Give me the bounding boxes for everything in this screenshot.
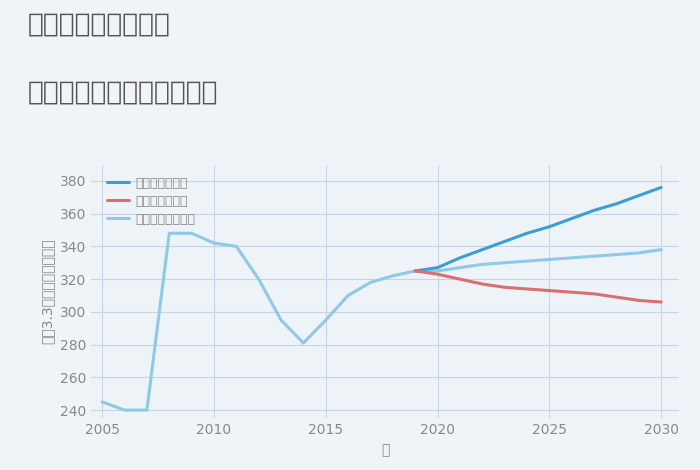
ノーマルシナリオ (210, 240, 218, 246)
X-axis label: 年: 年 (381, 443, 389, 457)
ノーマルシナリオ (657, 247, 665, 252)
Line: バッドシナリオ: バッドシナリオ (415, 271, 661, 302)
ノーマルシナリオ (411, 268, 419, 274)
Y-axis label: 坪（3.3㎡）単価（万円）: 坪（3.3㎡）単価（万円） (40, 239, 54, 344)
ノーマルシナリオ (478, 262, 486, 267)
バッドシナリオ (657, 299, 665, 305)
ノーマルシナリオ (143, 407, 151, 413)
ノーマルシナリオ (433, 268, 442, 274)
ノーマルシナリオ (321, 317, 330, 323)
バッドシナリオ (545, 288, 554, 293)
バッドシナリオ (478, 281, 486, 287)
ノーマルシナリオ (188, 230, 196, 236)
ノーマルシナリオ (568, 255, 576, 261)
グッドシナリオ (635, 193, 643, 198)
グッドシナリオ (478, 247, 486, 252)
バッドシナリオ (635, 298, 643, 303)
ノーマルシナリオ (276, 317, 285, 323)
Line: グッドシナリオ: グッドシナリオ (415, 188, 661, 271)
グッドシナリオ (433, 265, 442, 270)
ノーマルシナリオ (545, 257, 554, 262)
ノーマルシナリオ (98, 399, 106, 405)
グッドシナリオ (568, 216, 576, 221)
グッドシナリオ (411, 268, 419, 274)
ノーマルシナリオ (612, 252, 621, 258)
グッドシナリオ (545, 224, 554, 229)
ノーマルシナリオ (590, 253, 598, 259)
Text: 中古マンションの価格推移: 中古マンションの価格推移 (28, 80, 218, 106)
ノーマルシナリオ (635, 250, 643, 256)
ノーマルシナリオ (299, 340, 307, 346)
バッドシナリオ (590, 291, 598, 297)
ノーマルシナリオ (165, 230, 174, 236)
ノーマルシナリオ (232, 243, 241, 249)
ノーマルシナリオ (389, 273, 397, 279)
バッドシナリオ (568, 290, 576, 295)
バッドシナリオ (433, 271, 442, 277)
ノーマルシナリオ (120, 407, 129, 413)
グッドシナリオ (523, 230, 531, 236)
ノーマルシナリオ (456, 265, 464, 270)
Legend: グッドシナリオ, バッドシナリオ, ノーマルシナリオ: グッドシナリオ, バッドシナリオ, ノーマルシナリオ (103, 173, 200, 230)
バッドシナリオ (523, 286, 531, 292)
ノーマルシナリオ (523, 258, 531, 264)
バッドシナリオ (411, 268, 419, 274)
グッドシナリオ (612, 201, 621, 207)
グッドシナリオ (500, 239, 509, 244)
グッドシナリオ (590, 208, 598, 213)
ノーマルシナリオ (344, 293, 352, 298)
バッドシナリオ (456, 276, 464, 282)
バッドシナリオ (500, 284, 509, 290)
ノーマルシナリオ (366, 280, 375, 285)
グッドシナリオ (657, 185, 665, 190)
Text: 東京都板橋区舟渡の: 東京都板橋区舟渡の (28, 12, 171, 38)
Line: ノーマルシナリオ: ノーマルシナリオ (102, 233, 661, 410)
ノーマルシナリオ (255, 276, 263, 282)
バッドシナリオ (612, 294, 621, 300)
グッドシナリオ (456, 255, 464, 261)
ノーマルシナリオ (500, 260, 509, 266)
